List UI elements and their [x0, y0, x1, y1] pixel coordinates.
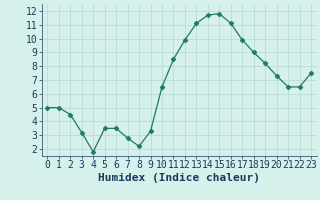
X-axis label: Humidex (Indice chaleur): Humidex (Indice chaleur) — [98, 173, 260, 183]
